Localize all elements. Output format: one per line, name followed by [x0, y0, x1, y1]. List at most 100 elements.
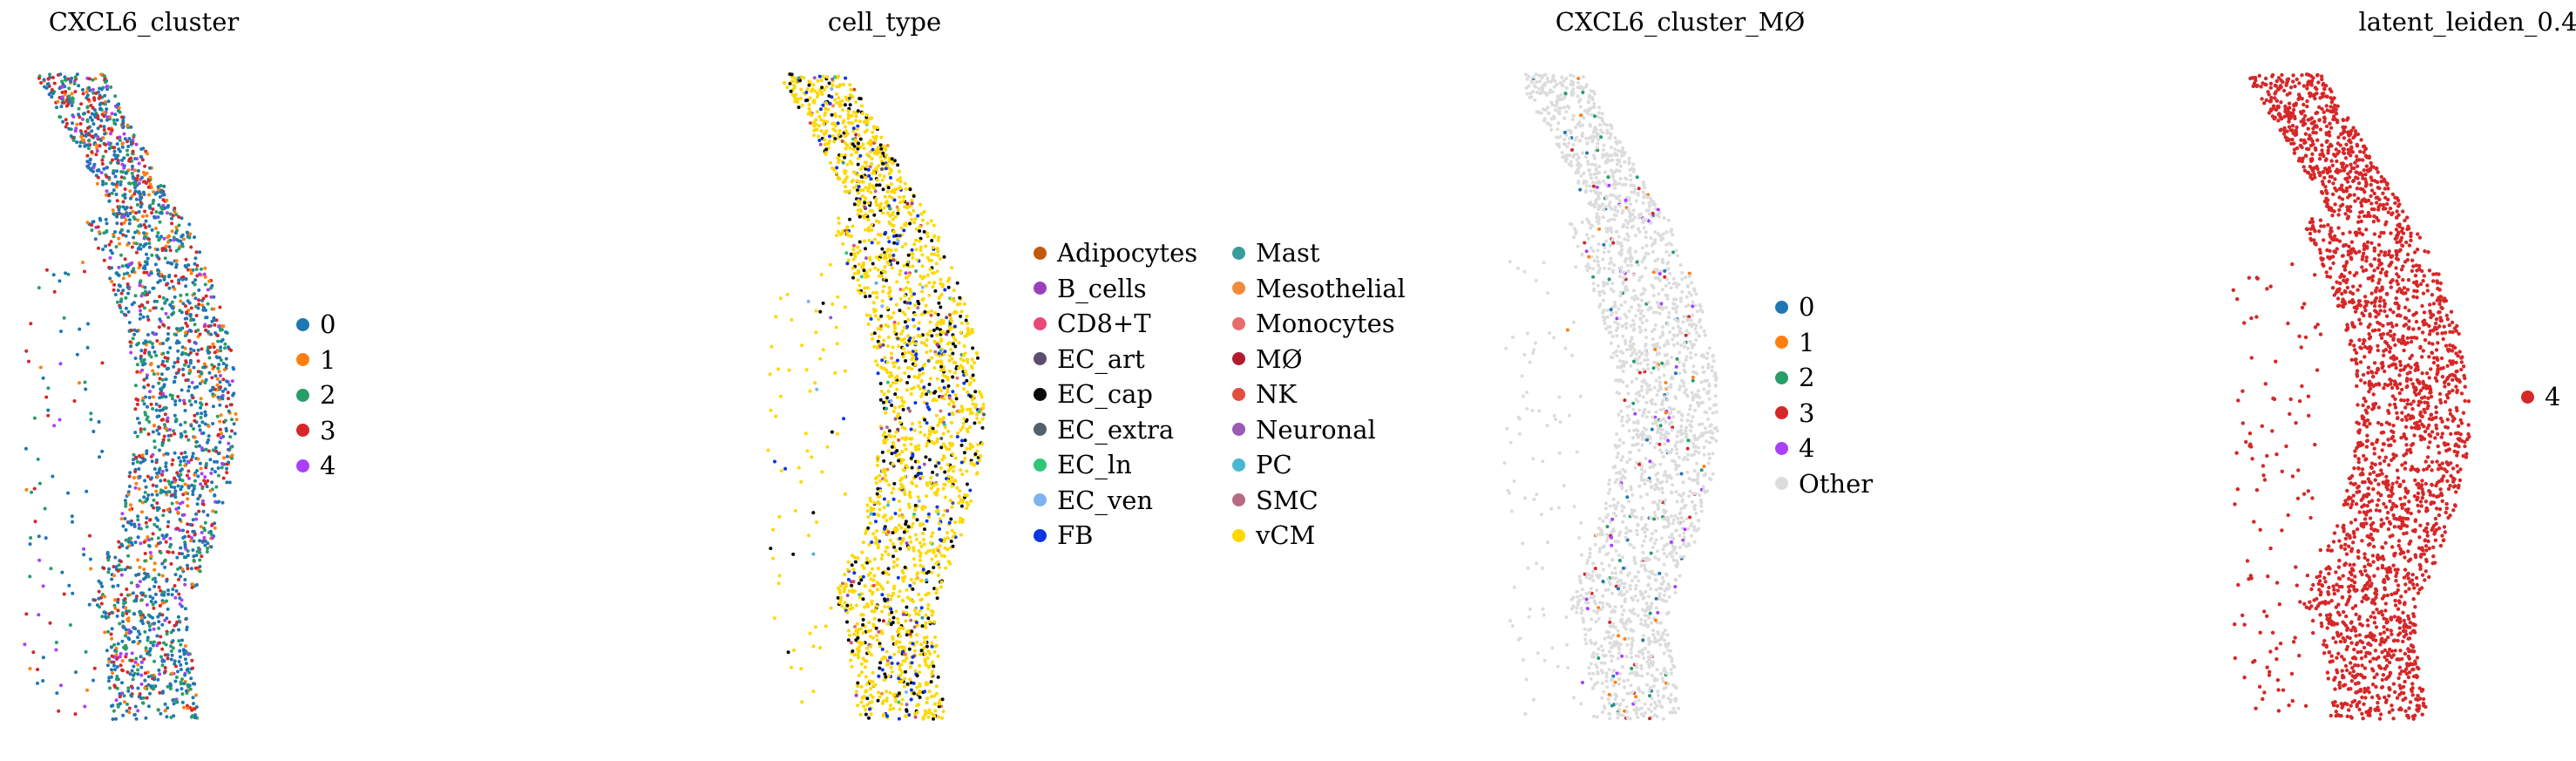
cell-point	[855, 622, 859, 626]
cell-point	[136, 558, 140, 562]
cell-point	[889, 351, 893, 356]
cell-point	[163, 653, 167, 657]
cell-point	[173, 403, 178, 407]
cell-point	[210, 319, 214, 323]
cell-point	[884, 549, 888, 554]
cell-point	[142, 357, 146, 362]
cell-point	[968, 446, 973, 451]
cell-point	[32, 486, 37, 491]
legend-label: 2	[320, 380, 336, 410]
cell-point	[959, 404, 964, 409]
cell-point	[117, 236, 121, 241]
cell-point	[137, 341, 140, 345]
cell-point	[184, 257, 188, 262]
cell-point	[963, 438, 967, 443]
cell-point	[62, 316, 66, 320]
cell-point	[174, 664, 178, 669]
cell-point	[900, 450, 905, 453]
cell-point	[825, 119, 829, 124]
cell-point	[965, 378, 969, 383]
cell-point	[961, 358, 966, 363]
cell-point	[92, 98, 97, 102]
cell-point	[925, 483, 930, 487]
cell-point	[175, 620, 180, 624]
cell-point	[98, 455, 101, 459]
cell-point	[898, 185, 902, 189]
cell-point	[894, 430, 898, 434]
cell-point	[156, 187, 160, 192]
cell-point	[214, 318, 219, 323]
cell-point	[814, 309, 818, 313]
cell-point	[949, 540, 953, 543]
cell-point	[937, 351, 941, 356]
cell-point	[227, 480, 232, 485]
cell-point	[139, 655, 143, 659]
cell-point	[36, 457, 40, 461]
cell-point	[919, 425, 923, 429]
cell-point	[148, 175, 153, 180]
cell-point	[931, 245, 935, 249]
cell-point	[946, 531, 949, 535]
cell-point	[193, 566, 198, 570]
cell-point	[946, 547, 950, 552]
cell-point	[830, 302, 835, 306]
cell-point	[157, 626, 161, 630]
cell-point	[115, 142, 119, 146]
cell-point	[184, 378, 188, 383]
cell-point	[134, 573, 139, 577]
cell-point	[819, 272, 824, 276]
cell-point	[899, 702, 904, 706]
cell-point	[95, 146, 99, 150]
cell-point	[210, 533, 214, 537]
cell-point	[944, 392, 948, 397]
cell-point	[769, 344, 774, 349]
cell-point	[51, 273, 56, 277]
cell-point	[108, 255, 112, 260]
cell-point	[806, 299, 810, 303]
cell-point	[867, 173, 871, 178]
cell-point	[113, 112, 118, 117]
cell-point	[67, 98, 71, 101]
cell-point	[863, 205, 867, 209]
cell-point	[198, 374, 202, 378]
cell-point	[1627, 309, 1631, 313]
cell-point	[886, 553, 891, 557]
cell-point	[164, 540, 168, 544]
cell-point	[954, 310, 959, 315]
cell-point	[800, 343, 804, 348]
cell-point	[927, 293, 932, 297]
cell-point	[118, 241, 122, 246]
cell-point	[122, 132, 126, 136]
cell-point	[860, 613, 864, 617]
cell-point	[134, 455, 139, 459]
cell-point	[955, 435, 959, 438]
cell-point	[928, 652, 932, 656]
cell-point	[885, 396, 889, 400]
cell-point	[919, 472, 924, 476]
cell-point	[198, 332, 202, 336]
cell-point	[880, 593, 885, 597]
cell-point	[834, 325, 838, 330]
cell-point	[876, 698, 880, 703]
legend-item: 0	[296, 307, 336, 343]
cell-point	[153, 592, 158, 596]
cell-point	[905, 262, 910, 267]
cell-point	[957, 494, 961, 499]
cell-point	[789, 89, 793, 93]
cell-point	[58, 418, 62, 422]
cell-point	[168, 393, 173, 397]
cell-point	[110, 645, 113, 649]
cell-point	[814, 118, 818, 122]
cell-point	[886, 449, 891, 453]
cell-point	[938, 527, 941, 531]
cell-point	[858, 593, 862, 597]
cell-point	[949, 316, 953, 321]
cell-point	[109, 248, 113, 253]
cell-point	[186, 485, 191, 489]
cell-point	[938, 386, 941, 391]
cell-point	[843, 369, 847, 373]
cell-point	[846, 560, 851, 564]
cell-point	[178, 501, 182, 506]
cell-point	[847, 96, 851, 100]
cell-point	[845, 594, 850, 597]
